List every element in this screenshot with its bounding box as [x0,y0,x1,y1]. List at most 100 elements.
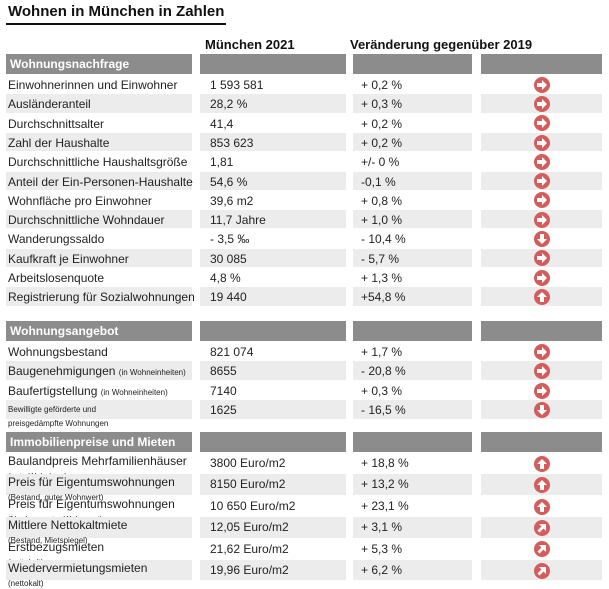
row-value: 21,62 Euro/m2 [210,541,289,556]
row-label-text: Wohnfläche pro Einwohner [8,193,152,208]
row-stripe [200,400,346,419]
row-change: + 1,7 % [361,345,403,359]
row-stripe [6,560,192,581]
row-label: Wiedervermietungsmieten (nettokalt) [8,561,147,589]
row-stripe [353,94,472,113]
row-value: 30 085 [210,251,247,266]
section-header-fill-arrow [481,321,602,341]
row-change: + 0,3 % [361,97,403,112]
section-header-fill-change [353,321,472,341]
row-stripe [200,210,346,229]
arrow-right-icon [533,134,550,151]
arrow-right-icon [533,250,550,267]
row-label: Baufertigstellung (in Wohneinheiten) [8,384,168,398]
row-label: Arbeitslosenquote [8,271,104,285]
row-label: Mittlere Nettokaltmiete (Bestand, Mietspi… [8,518,127,546]
row-value: 41,4 [210,116,234,131]
row-label-text: Durchschnittliche Wohndauer [8,213,165,228]
row-label: Wohnfläche pro Einwohner [8,194,152,208]
row-change: - 20,8 % [361,364,406,379]
arrow-up-right-icon [533,541,550,558]
row-value: 39,6 m2 [210,193,254,208]
row-value: 28,2 % [210,97,248,112]
arrow-up-right-icon [533,519,550,536]
row-label: Preis für Eigentumswohnungen (Bestand, gu… [8,475,175,503]
row-change: + 1,3 % [361,271,403,285]
row-label: Wohnungsbestand [8,345,108,359]
row-label-text: Registrierung für Sozialwohnungen [8,290,195,305]
row-change: - 16,5 % [361,403,406,418]
row-label-text: Einwohnerinnen und Einwohner [8,78,178,92]
row-label-note: (Bestand, Mietspiegel) [8,536,88,546]
section-header-fill-value [200,54,346,74]
row-value: 8150 Euro/m2 [210,477,286,492]
row-change: - 5,7 % [361,251,400,266]
arrow-right-icon [533,115,550,132]
row-value: 7140 [210,383,237,398]
arrow-right-icon [533,76,550,93]
page-title-wrap: Wohnen in München in Zahlen [6,3,227,25]
row-label-text: Ausländeranteil [8,97,91,112]
row-stripe [353,171,472,190]
row-label-note: (in Wohneinheiten) [118,368,186,378]
section-header-fill-change [353,54,472,74]
row-stripe [353,517,472,538]
column-header-change: Veränderung gegenüber 2019 [350,37,533,52]
row-change: + 0,2 % [361,135,403,150]
row-stripe [200,560,346,581]
page-title: Wohnen in München in Zahlen [6,3,227,25]
row-label-text: Bewilligte geförderte und [8,405,97,415]
arrow-down-icon [533,231,550,248]
row-stripe [353,400,472,419]
row-stripe [6,132,192,152]
row-label-text: Kaufkraft je Einwohner [8,251,129,266]
section-header-2: Immobilienpreise und Mieten [6,432,192,452]
row-change: + 0,2 % [361,78,403,92]
row-stripe [200,248,346,267]
row-value: 1 593 581 [210,78,264,92]
row-label-text: Arbeitslosenquote [8,271,105,285]
row-stripe [200,287,346,306]
arrow-down-icon [533,401,550,418]
row-label: Baugenehmigungen (in Wohneinheiten) [8,364,186,378]
row-stripe [353,132,472,152]
row-stripe [353,474,472,495]
row-label-text: Wanderungssaldo [8,232,105,247]
row-change: +54,8 % [361,290,406,305]
row-label-text: Wohnungsbestand [8,345,108,359]
row-change: + 0,3 % [361,383,403,398]
row-stripe [200,132,346,152]
section-header-fill-arrow [481,54,602,74]
row-value: 10 650 Euro/m2 [210,498,296,513]
row-label-text: Baugenehmigungen [8,364,116,379]
row-label: Kaufkraft je Einwohner [8,252,129,266]
row-label: Einwohnerinnen und Einwohner [8,78,177,92]
row-change: + 23,1 % [361,498,409,513]
arrow-right-icon [533,343,550,360]
arrow-up-icon [533,288,550,305]
row-label-text: Mittlere Nettokaltmiete [8,518,128,533]
row-change: + 0,8 % [361,193,403,208]
row-stripe [353,560,472,581]
row-stripe [6,94,192,113]
row-stripe [6,287,192,306]
row-label-text: Preis für Eigentumswohnungen [8,496,175,511]
row-stripe [200,361,346,380]
row-label-text: Wiedervermietungsmieten [8,561,148,575]
row-label-text: Preis für Eigentumswohnungen [8,475,175,490]
row-label: Registrierung für Sozialwohnungen [8,290,195,304]
arrow-up-icon [533,498,550,515]
row-value: 1625 [210,403,237,418]
row-stripe [200,171,346,190]
row-change: + 1,0 % [361,213,403,228]
row-label-text: Erstbezugsmieten [8,539,105,554]
row-stripe [353,361,472,380]
row-value: - 3,5 ‰ [210,232,250,247]
section-header-fill-arrow [481,432,602,452]
section-header-0: Wohnungsnachfrage [6,54,192,74]
row-value: 1,81 [210,155,234,170]
row-label: Durchschnittliche Wohndauer [8,213,165,227]
section-header-1: Wohnungsangebot [6,321,192,341]
arrow-right-icon [533,173,550,190]
row-value: 3800 Euro/m2 [210,456,286,470]
